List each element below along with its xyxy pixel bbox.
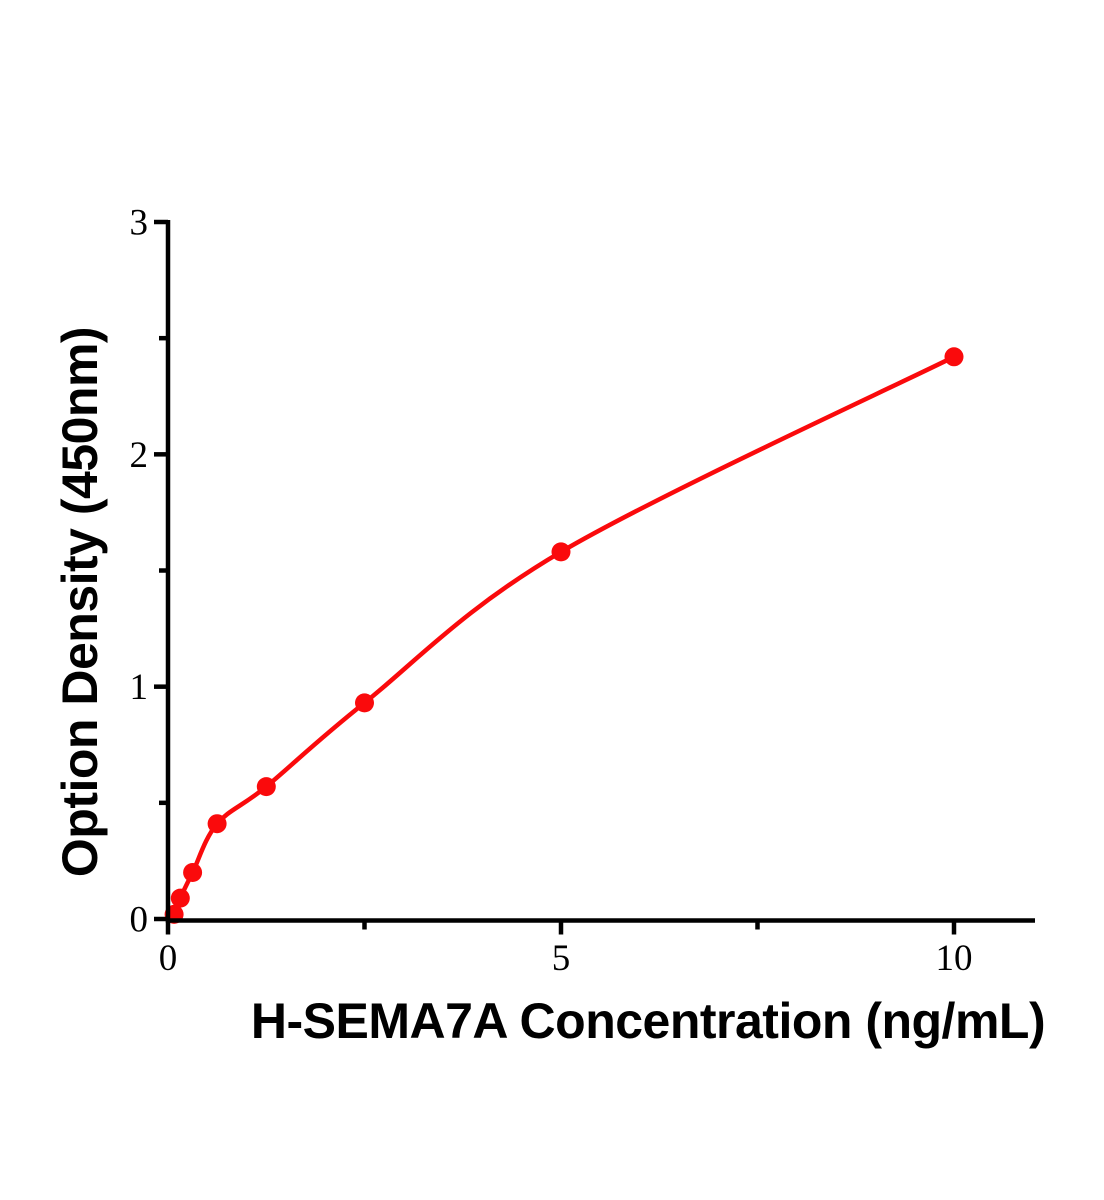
x-tick-label: 10: [936, 938, 973, 979]
x-tick-label: 5: [552, 938, 571, 979]
data-point: [183, 863, 203, 882]
y-tick-label: 2: [130, 435, 149, 476]
data-point: [170, 888, 190, 908]
standard-curve-line: [165, 354, 957, 922]
y-axis-title: Option Density (450nm): [52, 327, 108, 877]
data-point: [355, 693, 374, 713]
data-point: [207, 814, 227, 834]
y-tick-label: 1: [130, 667, 149, 708]
x-axis-title: H-SEMA7A Concentration (ng/mL): [251, 993, 1045, 1049]
data-point: [944, 347, 964, 367]
x-tick-label: 0: [159, 938, 178, 979]
data-point: [551, 542, 571, 562]
data-point: [256, 777, 276, 797]
y-tick-label: 3: [130, 203, 149, 244]
y-tick-label: 0: [130, 900, 149, 941]
